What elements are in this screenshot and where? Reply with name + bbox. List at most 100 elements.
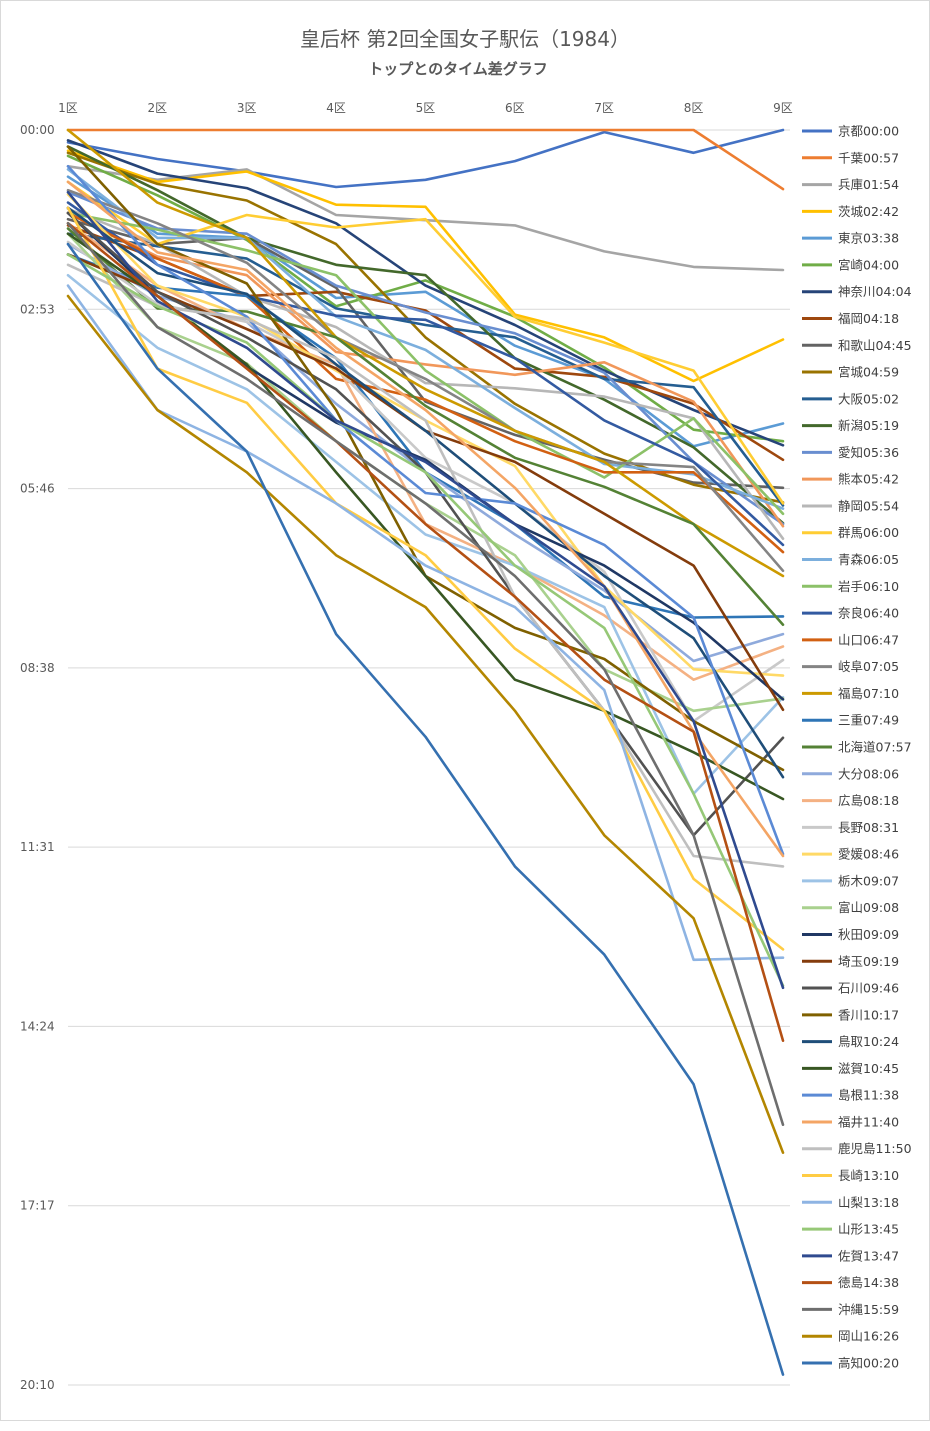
series-line xyxy=(66,253,785,988)
legend-label: 高知00:20 xyxy=(838,1356,899,1371)
legend-label: 宮城04:59 xyxy=(838,365,899,380)
series-line xyxy=(66,128,785,191)
legend-label: 和歌山04:45 xyxy=(838,338,912,353)
legend-label: 石川09:46 xyxy=(838,981,899,996)
series-line xyxy=(66,207,785,541)
series-line xyxy=(66,180,785,858)
gridlines xyxy=(68,129,790,1386)
legend-label: 愛知05:36 xyxy=(838,445,899,460)
series-line xyxy=(66,180,785,505)
series-line xyxy=(66,168,785,510)
x-tick-label: 5区 xyxy=(416,101,436,115)
series-line xyxy=(66,128,785,189)
legend-label: 北海道07:57 xyxy=(838,740,912,755)
series-line xyxy=(66,273,785,796)
x-tick-label: 3区 xyxy=(237,101,257,115)
series-line xyxy=(66,222,785,1042)
series-line xyxy=(66,211,785,554)
series-line xyxy=(66,128,785,578)
legend-label: 兵庫01:54 xyxy=(838,177,899,192)
legend-label: 栃木09:07 xyxy=(838,873,899,888)
series-line xyxy=(66,165,785,856)
series-line xyxy=(66,263,785,868)
chart-title: 皇后杯 第2回全国女子駅伝（1984） xyxy=(300,27,630,51)
legend-label: 新潟05:19 xyxy=(838,418,899,433)
series-lines xyxy=(66,128,785,1376)
y-tick-label: 17:17 xyxy=(20,1199,55,1213)
legend-label: 福岡04:18 xyxy=(838,311,899,326)
x-axis-ticks: 1区 2区 3区 4区 5区 6区 7区 8区 9区 xyxy=(58,101,793,115)
legend-label: 千葉00:57 xyxy=(838,150,899,165)
legend-label: 鳥取10:24 xyxy=(838,1034,899,1049)
legend-label: 京都00:00 xyxy=(838,124,899,139)
legend-label: 長崎13:10 xyxy=(838,1168,899,1183)
legend-label: 熊本05:42 xyxy=(838,472,899,487)
x-tick-label: 2区 xyxy=(148,101,168,115)
legend-label: 岡山16:26 xyxy=(838,1329,899,1344)
legend-label: 岩手06:10 xyxy=(838,579,899,594)
series-line xyxy=(66,206,785,951)
series-line xyxy=(66,232,785,507)
x-tick-label: 1区 xyxy=(58,101,78,115)
x-tick-label: 9区 xyxy=(773,101,793,115)
series-line xyxy=(66,139,785,447)
legend-label: 奈良06:40 xyxy=(838,606,899,621)
legend-label: 秋田09:09 xyxy=(838,927,899,942)
legend-label: 静岡05:54 xyxy=(838,498,899,513)
series-line xyxy=(66,201,785,547)
series-line xyxy=(66,253,785,712)
legend-label: 山梨13:18 xyxy=(838,1195,899,1210)
y-tick-label: 02:53 xyxy=(20,302,55,316)
legend-label: 茨城02:42 xyxy=(838,204,899,219)
legend-label: 大阪05:02 xyxy=(838,391,899,406)
legend-label: 三重07:49 xyxy=(838,713,899,728)
legend-label: 山形13:45 xyxy=(838,1222,899,1237)
series-line xyxy=(66,242,785,1376)
legend-label: 大分08:06 xyxy=(838,766,899,781)
legend-label: 佐賀13:47 xyxy=(838,1248,899,1263)
chart-subtitle: トップとのタイム差グラフ xyxy=(368,60,548,78)
legend-label: 滋賀10:45 xyxy=(838,1061,899,1076)
legend-label: 群馬06:00 xyxy=(838,525,899,540)
series-line xyxy=(66,222,785,1126)
y-tick-label: 00:00 xyxy=(20,123,55,137)
x-tick-label: 7区 xyxy=(594,101,614,115)
legend-label: 青森06:05 xyxy=(838,552,899,567)
x-tick-label: 4区 xyxy=(326,101,346,115)
legend-label: 愛媛08:46 xyxy=(838,847,899,862)
y-tick-label: 08:38 xyxy=(20,661,55,675)
legend-label: 宮崎04:00 xyxy=(838,257,899,272)
series-line xyxy=(66,190,785,990)
series-line xyxy=(66,154,785,443)
legend-label: 鹿児島11:50 xyxy=(838,1141,912,1156)
legend-label: 沖縄15:59 xyxy=(838,1302,899,1317)
y-tick-label: 11:31 xyxy=(20,840,55,854)
series-line xyxy=(66,151,785,504)
legend-label: 島根11:38 xyxy=(838,1088,899,1103)
legend-label: 富山09:08 xyxy=(838,900,899,915)
legend-label: 広島08:18 xyxy=(838,793,899,808)
y-tick-label: 05:46 xyxy=(20,482,55,496)
legend-label: 福島07:10 xyxy=(838,686,899,701)
legend-label: 福井11:40 xyxy=(838,1114,899,1129)
legend-label: 神奈川04:04 xyxy=(838,284,912,299)
legend-label: 長野08:31 xyxy=(838,820,899,835)
x-tick-label: 8区 xyxy=(684,101,704,115)
y-tick-label: 14:24 xyxy=(20,1019,55,1033)
legend-label: 山口06:47 xyxy=(838,632,899,647)
y-tick-label: 20:10 xyxy=(20,1378,55,1392)
series-line xyxy=(66,188,785,573)
series-line xyxy=(66,294,785,1154)
series-line xyxy=(66,206,785,779)
legend-label: 埼玉09:19 xyxy=(838,954,899,969)
legend-label: 岐阜07:05 xyxy=(838,659,899,674)
series-line xyxy=(66,190,785,526)
y-axis-ticks: 00:00 02:53 05:46 08:38 11:31 14:24 17:17 20:10 xyxy=(20,123,55,1392)
legend: 京都00:00 千葉00:57 兵庫01:54 茨城02:42 東京03:38 宮崎04:… xyxy=(802,124,912,1371)
series-line xyxy=(66,284,785,962)
x-tick-label: 6区 xyxy=(505,101,525,115)
legend-label: 徳島14:38 xyxy=(838,1275,899,1290)
legend-label: 香川10:17 xyxy=(838,1007,899,1022)
